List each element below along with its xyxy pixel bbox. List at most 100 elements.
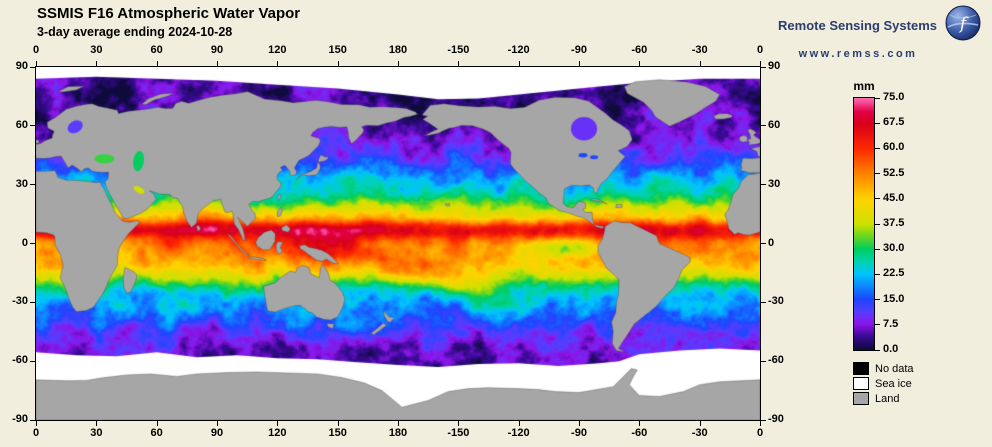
lon-tick-label-top: 0 [756, 44, 764, 56]
lon-tick-label-bottom: 180 [388, 427, 408, 439]
branding: Remote Sensing Systems f [778, 4, 982, 60]
lon-tick-label-bottom: -30 [691, 427, 708, 439]
colorbar-gradient [854, 98, 874, 350]
lat-tick-label-left: 60 [15, 118, 28, 131]
colorbar-tick-label: 60.0 [883, 141, 905, 154]
colorbar-tick-label: 15.0 [883, 292, 905, 305]
lon-tick-mark [760, 421, 761, 426]
lon-tick-label-bottom: 90 [210, 427, 224, 439]
colorbar-tick-mark [875, 299, 880, 301]
colorbar-tick-label: 7.5 [883, 317, 899, 330]
colorbar-tick-label: 0.0 [883, 343, 899, 355]
lat-tick-label-right: 60 [768, 118, 781, 131]
colorbar-tick-mark [875, 349, 880, 351]
lat-tick-mark [30, 301, 35, 303]
lat-tick-mark [30, 419, 35, 421]
legend-label: Land [875, 392, 900, 405]
lon-tick-mark [156, 421, 158, 426]
lat-tick-label-right: 30 [768, 177, 781, 190]
lon-tick-label-bottom: 0 [756, 427, 764, 439]
lat-tick-label-right: 90 [768, 60, 781, 72]
lon-tick-mark [156, 61, 158, 66]
lon-tick-mark [639, 61, 641, 66]
lon-tick-mark [699, 421, 701, 426]
colorbar-tick-mark [875, 97, 880, 99]
legend-item-land: Land [853, 392, 899, 405]
lon-tick-label-top: -120 [507, 44, 530, 56]
lat-tick-mark [761, 243, 766, 244]
lon-tick-label-top: -30 [691, 44, 708, 56]
lon-tick-label-top: -60 [631, 44, 648, 56]
lat-tick-mark [30, 125, 35, 127]
lon-tick-mark [639, 421, 641, 426]
colorbar-tick-mark [875, 173, 880, 175]
lat-tick-label-left: -60 [12, 354, 28, 367]
lon-tick-mark [458, 421, 460, 426]
lon-tick-mark [217, 61, 218, 66]
colorbar-tick-label: 22.5 [883, 267, 905, 280]
brand-name: Remote Sensing Systems [778, 18, 937, 33]
lon-tick-label-bottom: -150 [447, 427, 470, 439]
legend-swatch [853, 392, 869, 405]
lat-tick-mark [761, 301, 766, 303]
lon-tick-label-bottom: -90 [571, 427, 587, 439]
lon-tick-mark [337, 61, 339, 66]
lon-tick-label-bottom: -120 [507, 427, 530, 439]
lon-tick-mark [579, 421, 580, 426]
lon-tick-label-bottom: -60 [631, 427, 648, 439]
lon-tick-label-bottom: 60 [150, 427, 163, 439]
lon-tick-mark [699, 61, 701, 66]
lon-tick-mark [96, 421, 98, 426]
lat-tick-mark [761, 66, 766, 68]
colorbar-tick-mark [875, 122, 880, 124]
legend-item-no-data: No data [853, 362, 914, 375]
lon-tick-mark [518, 421, 520, 426]
lon-tick-label-bottom: 30 [90, 427, 103, 439]
legend-label: Sea ice [875, 377, 912, 390]
lat-tick-mark [761, 125, 766, 127]
lon-tick-label-bottom: 120 [268, 427, 287, 439]
lat-tick-mark [30, 66, 35, 68]
lat-tick-mark [761, 419, 766, 421]
lat-tick-mark [30, 360, 35, 362]
lat-tick-label-right: -60 [768, 354, 784, 367]
lat-tick-label-left: -30 [12, 295, 28, 308]
lat-tick-label-left: -90 [12, 413, 28, 425]
legend-swatch [853, 362, 869, 375]
remss-globe-logo: f [944, 4, 982, 47]
brand-url[interactable]: www.remss.com [798, 48, 918, 60]
lon-tick-mark [277, 61, 279, 66]
colorbar-tick-label: 37.5 [883, 217, 905, 229]
world-map-canvas [36, 67, 760, 420]
lon-tick-mark [36, 61, 37, 66]
colorbar-tick-mark [875, 273, 880, 275]
lat-tick-mark [30, 243, 35, 244]
lon-tick-label-bottom: 150 [328, 427, 347, 439]
lon-tick-label-top: 60 [150, 44, 163, 56]
colorbar-tick-label: 75.0 [883, 91, 905, 103]
lat-tick-label-left: 90 [15, 60, 28, 72]
lon-tick-label-top: 150 [328, 44, 347, 56]
lat-tick-label-right: -30 [768, 295, 784, 308]
lon-tick-label-top: 180 [388, 44, 408, 56]
lon-tick-mark [579, 61, 580, 66]
legend-swatch [853, 377, 869, 390]
colorbar-tick-label: 30.0 [883, 242, 905, 255]
legend-label: No data [875, 362, 914, 375]
legend-item-sea-ice: Sea ice [853, 377, 912, 390]
colorbar-tick-mark [875, 324, 880, 326]
colorbar-tick-mark [875, 248, 880, 250]
lon-tick-mark [398, 421, 399, 426]
lon-tick-mark [217, 421, 218, 426]
world-map-frame [35, 66, 761, 421]
lat-tick-mark [761, 360, 766, 362]
svg-text:f: f [958, 14, 969, 34]
lat-tick-label-right: 0 [768, 236, 775, 249]
lon-tick-label-bottom: 0 [32, 427, 40, 439]
lon-tick-label-top: 90 [210, 44, 224, 56]
lon-tick-mark [398, 61, 399, 66]
colorbar-tick-label: 67.5 [883, 116, 905, 129]
lon-tick-label-top: -150 [447, 44, 470, 56]
lat-tick-label-left: 30 [15, 177, 28, 190]
